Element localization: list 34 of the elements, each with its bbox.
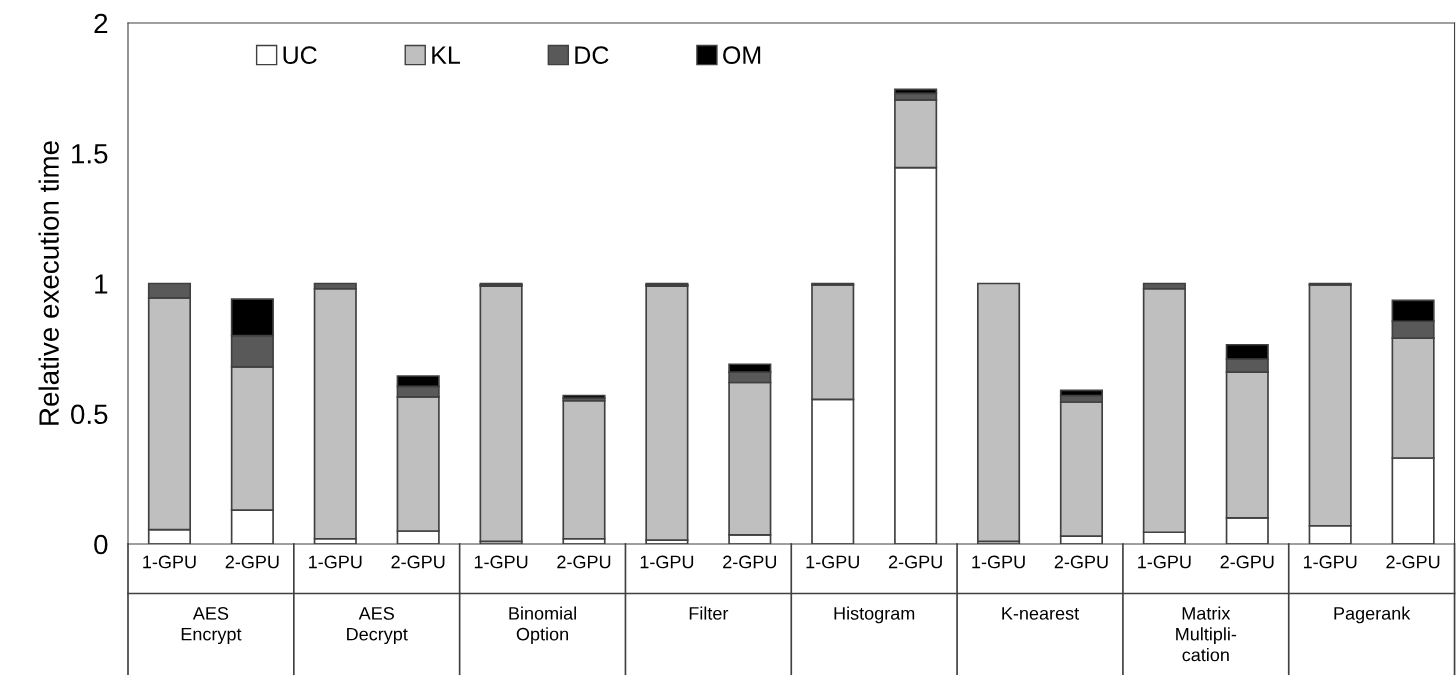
legend-label: DC xyxy=(575,46,609,64)
x-tick-label: 2-GPU xyxy=(1220,555,1274,569)
x-tick-label: 2-GPU xyxy=(391,555,445,569)
legend-label: KL xyxy=(432,46,460,64)
x-tick-label: 1-GPU xyxy=(1303,555,1357,569)
text: Pagerank xyxy=(1334,606,1411,624)
x-tick-label: 1-GPU xyxy=(309,555,362,569)
x-tick-label: 2-GPU xyxy=(1386,555,1440,569)
x-tick-label: 2-GPU xyxy=(723,555,777,569)
x-tick-label: 1-GPU xyxy=(972,555,1025,569)
y-tick-label: 1.5 xyxy=(72,144,108,164)
legend-label: OM xyxy=(723,46,761,64)
text: AES Encrypt xyxy=(181,607,242,645)
text: Filter xyxy=(689,606,729,620)
x-tick-label: 1-GPU xyxy=(1138,555,1191,569)
y-tick-label: 0 xyxy=(94,534,108,555)
x-tick-label: 2-GPU xyxy=(888,555,942,569)
x-tick-label: 2-GPU xyxy=(225,555,279,569)
y-tick-label: 1 xyxy=(95,274,108,294)
x-tick-label: 1-GPU xyxy=(143,555,196,569)
x-tick-label: 1-GPU xyxy=(806,555,859,569)
y-axis-title: Relative execution time xyxy=(38,141,59,425)
text: AES Decrypt xyxy=(347,607,408,645)
legend-label: UC xyxy=(283,46,317,64)
text: K-nearest xyxy=(1002,607,1080,620)
text: Matrix Multipli- cation xyxy=(1176,606,1237,662)
y-tick-label: 0.5 xyxy=(71,404,108,425)
x-tick-label: 1-GPU xyxy=(640,555,694,569)
text: Binomial Option xyxy=(509,606,576,645)
text: Histogram xyxy=(834,606,915,624)
y-tick-label: 2 xyxy=(94,13,108,34)
x-tick-label: 2-GPU xyxy=(1054,555,1108,569)
x-tick-label: 2-GPU xyxy=(557,555,611,569)
x-tick-label: 1-GPU xyxy=(474,555,528,569)
